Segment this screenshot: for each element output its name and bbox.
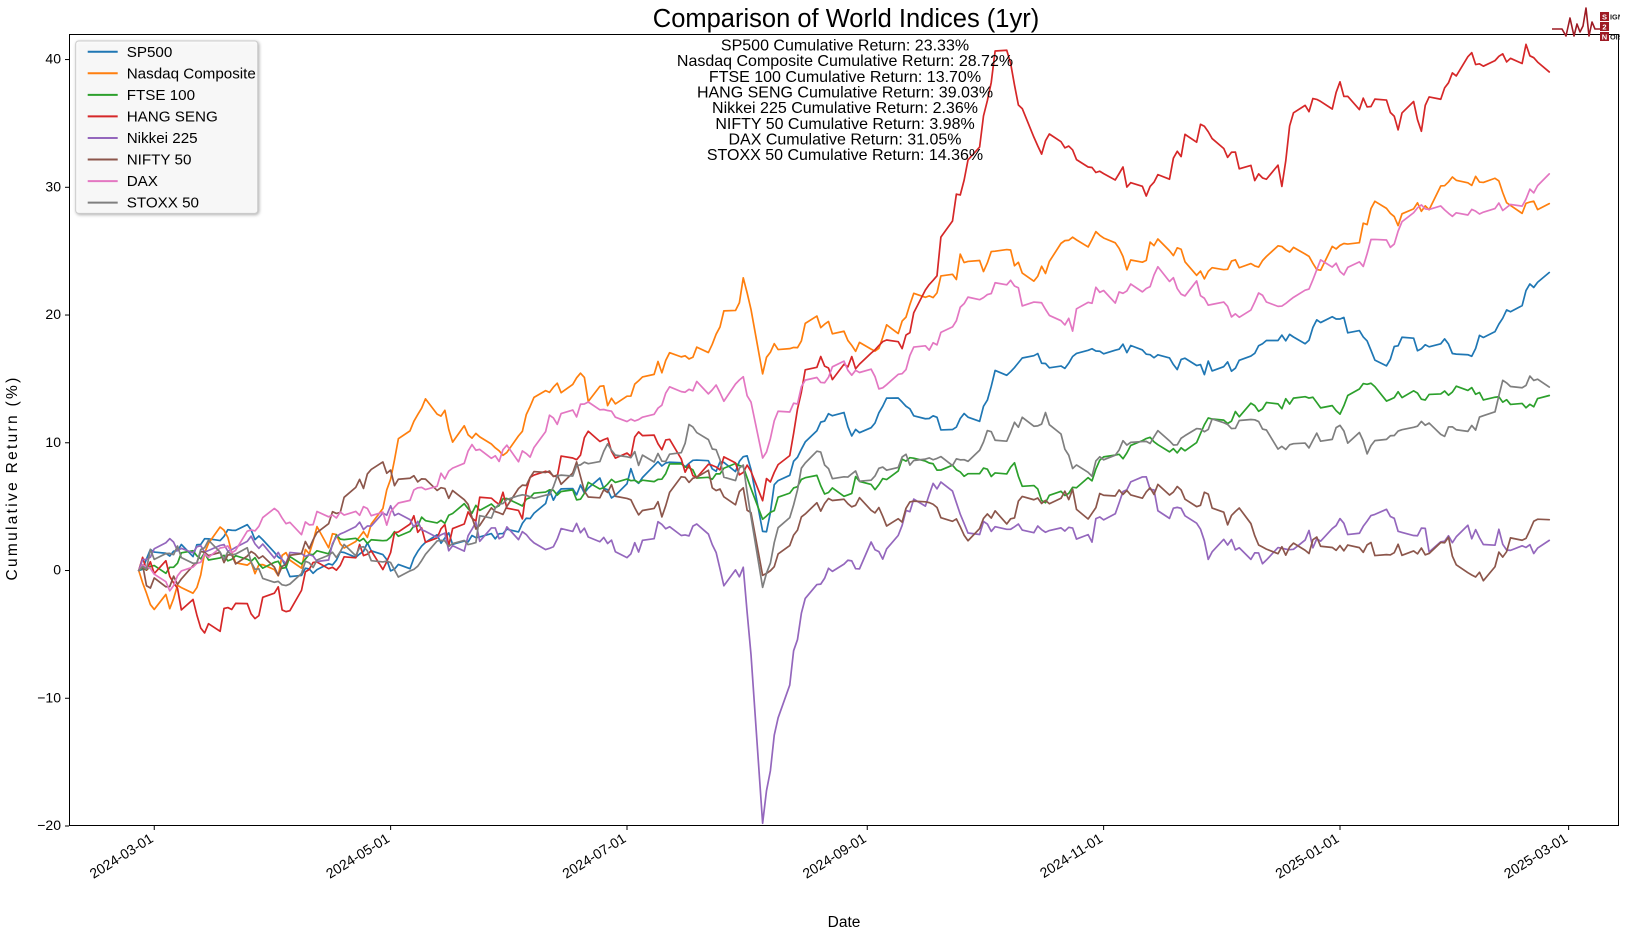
svg-text:HANG SENG: HANG SENG: [127, 108, 218, 125]
svg-text:0: 0: [53, 562, 61, 578]
svg-text:Nasdaq Composite: Nasdaq Composite: [127, 65, 256, 82]
svg-text:Date: Date: [828, 914, 861, 931]
svg-text:OISE: OISE: [1610, 32, 1620, 41]
svg-text:Comparison of World Indices (1: Comparison of World Indices (1yr): [653, 5, 1039, 33]
svg-text:FTSE 100 Cumulative Return: 13: FTSE 100 Cumulative Return: 13.70%: [709, 69, 981, 86]
svg-text:IGNAL: IGNAL: [1610, 12, 1620, 21]
svg-text:2: 2: [1602, 22, 1606, 31]
svg-text:20: 20: [45, 306, 61, 322]
svg-text:NIFTY 50 Cumulative Return: 3.: NIFTY 50 Cumulative Return: 3.98%: [715, 116, 974, 133]
svg-text:STOXX 50 Cumulative Return: 14: STOXX 50 Cumulative Return: 14.36%: [707, 147, 983, 164]
svg-text:−20: −20: [37, 817, 61, 833]
svg-text:Nasdaq Composite Cumulative Re: Nasdaq Composite Cumulative Return: 28.7…: [677, 53, 1013, 70]
svg-text:−10: −10: [37, 689, 61, 705]
svg-text:N: N: [1602, 32, 1607, 41]
svg-text:40: 40: [45, 51, 61, 67]
svg-text:FTSE 100: FTSE 100: [127, 87, 195, 104]
svg-text:SP500 Cumulative Return: 23.33: SP500 Cumulative Return: 23.33%: [721, 38, 969, 55]
svg-text:DAX: DAX: [127, 173, 158, 190]
svg-text:10: 10: [45, 434, 61, 450]
svg-text:Nikkei 225 Cumulative Return:: Nikkei 225 Cumulative Return: 2.36%: [712, 100, 978, 117]
svg-text:SP500: SP500: [127, 44, 173, 61]
svg-text:NIFTY 50: NIFTY 50: [127, 152, 192, 169]
svg-text:DAX Cumulative Return: 31.05%: DAX Cumulative Return: 31.05%: [729, 131, 962, 148]
svg-text:30: 30: [45, 178, 61, 194]
svg-text:HANG SENG Cumulative Return: 3: HANG SENG Cumulative Return: 39.03%: [697, 85, 993, 102]
svg-text:Nikkei 225: Nikkei 225: [127, 130, 198, 147]
svg-text:S: S: [1602, 12, 1607, 21]
svg-text:STOXX 50: STOXX 50: [127, 195, 199, 212]
svg-text:Cumulative Return (%): Cumulative Return (%): [4, 375, 21, 580]
